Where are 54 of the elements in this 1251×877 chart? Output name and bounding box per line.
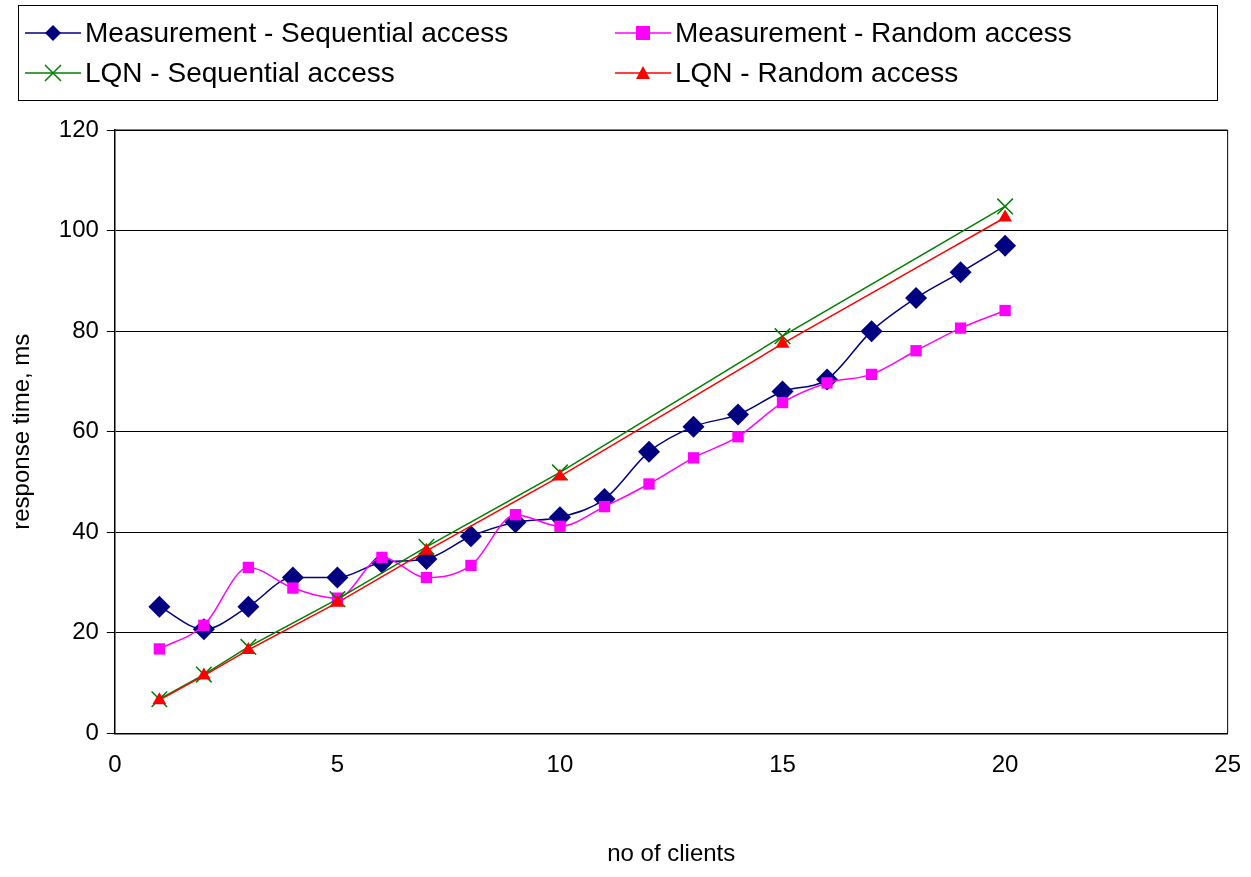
point: [509, 509, 522, 521]
point: [998, 209, 1013, 222]
y-tick-label: 60: [72, 416, 99, 444]
y-axis-title: response time, ms: [7, 333, 35, 530]
x-tick-label: 10: [546, 750, 574, 778]
point: [153, 643, 166, 655]
point: [910, 345, 922, 357]
legend-label: Measurement - Sequential access: [85, 17, 509, 49]
y-tick-label: 0: [85, 718, 99, 746]
y-tick-label: 20: [72, 617, 99, 645]
point: [905, 286, 928, 309]
point: [459, 525, 482, 548]
point: [326, 566, 349, 589]
point: [553, 468, 567, 481]
legend-label: LQN - Sequential access: [85, 57, 395, 89]
legend-label: LQN - Random access: [675, 57, 959, 89]
point: [551, 463, 569, 481]
point: [687, 452, 700, 464]
y-tick-label: 100: [58, 215, 99, 243]
point: [682, 415, 705, 438]
point: [999, 304, 1011, 317]
point: [237, 595, 260, 618]
y-tick-label: 120: [58, 114, 99, 142]
point: [865, 368, 878, 381]
x-axis-title: no of clients: [607, 839, 736, 867]
x-tick-label: 25: [1214, 750, 1241, 778]
point: [727, 403, 750, 426]
y-tick-label: 80: [72, 315, 99, 343]
point: [420, 571, 433, 584]
point: [732, 431, 744, 443]
legend-label: Measurement - Random access: [675, 17, 1072, 49]
x-tick-label: 5: [330, 750, 345, 778]
point: [643, 478, 655, 490]
point: [949, 261, 972, 284]
point: [465, 559, 477, 572]
point: [774, 327, 792, 345]
point: [148, 595, 171, 618]
point: [954, 322, 967, 334]
point: [637, 440, 660, 463]
x-tick-label: 15: [769, 750, 796, 778]
y-tick-label: 40: [72, 516, 99, 544]
point: [242, 561, 255, 574]
point: [554, 520, 566, 532]
point: [417, 538, 435, 556]
point: [860, 320, 883, 343]
point: [994, 234, 1017, 257]
point: [195, 666, 213, 684]
point: [776, 396, 789, 409]
x-tick-label: 0: [108, 750, 122, 778]
point: [996, 197, 1014, 215]
point: [328, 590, 346, 608]
point: [287, 582, 299, 594]
x-tick-label: 20: [991, 750, 1019, 778]
point: [598, 500, 611, 513]
